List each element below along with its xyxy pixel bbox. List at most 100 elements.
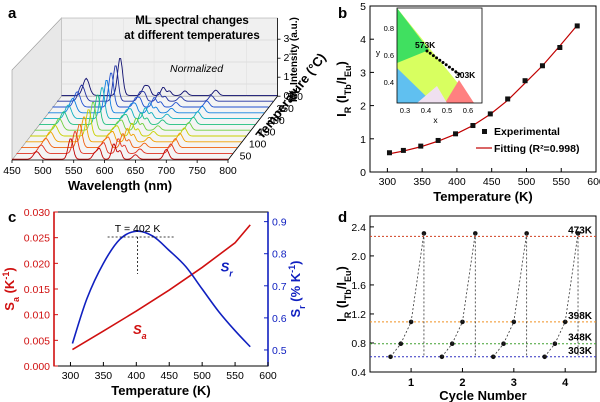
x-tick-label: 500: [518, 176, 536, 188]
x-tick-label: 550: [226, 370, 244, 382]
peak-annotation: T = 402 K: [115, 223, 161, 235]
right-y-axis-title: Sr (% K-1): [287, 260, 307, 317]
z-tick-label: 1: [284, 71, 290, 83]
x-axis-title: Cycle Number: [439, 388, 526, 402]
panel-d-cycling: 0.4 0.8 1.2 1.6 2.0 2.4 1 2 3 4 Cycle Number IR (IT…: [334, 215, 597, 402]
inset-data-point: [431, 54, 435, 58]
y-tick-label: 0: [360, 167, 366, 179]
y-tick-label: 1.6: [351, 280, 366, 292]
data-point: [505, 96, 511, 102]
x-tick-label: 300: [379, 176, 397, 188]
inset-data-point: [438, 58, 442, 62]
inset-data-point: [428, 51, 432, 55]
left-y-tick-label: 0.015: [24, 284, 50, 296]
inset-gamut-white: [417, 86, 447, 103]
y-axis-title-part-5: Eu: [343, 270, 353, 282]
y-axis-title-part-0: I: [334, 318, 349, 322]
normalized-annotation: Normalized: [170, 63, 224, 75]
left-y-axis-title-part-2: (K: [2, 279, 17, 297]
plot-frame: [369, 215, 597, 373]
inset-gamut-bg: [397, 8, 474, 103]
panel-letter-b: b: [338, 5, 347, 22]
right-y-axis-title-part-2: (% K: [288, 272, 303, 305]
data-point: [487, 111, 493, 117]
x-tick-label: 650: [127, 165, 145, 177]
y-axis-title-part-6: ): [334, 61, 349, 65]
y-axis-title-part-2: (I: [334, 95, 349, 107]
legend-marker-experimental: [482, 129, 487, 134]
z-tick-label: 0: [284, 90, 290, 102]
fit-curve: [389, 24, 578, 155]
x-tick-label: 700: [158, 165, 176, 177]
inset-data-point: [454, 70, 458, 74]
legend-label-fit: Fitting (R²=0.998): [494, 143, 579, 155]
series-sr-label-part-0: S: [221, 259, 230, 274]
cycle-connector: [503, 321, 515, 344]
left-y-axis-title: Sa (K-1): [1, 267, 21, 310]
cycle-connector: [410, 233, 425, 322]
spectrum-150C: [34, 101, 251, 131]
right-y-axis-title-part-4: ): [288, 260, 303, 264]
legend-label-experimental: Experimental: [494, 126, 560, 138]
reference-label-303K: 303K: [568, 346, 593, 357]
inset-frame: [396, 7, 483, 104]
cycle-connector: [492, 343, 504, 358]
inset-y-tick-label: 0.6: [384, 51, 394, 60]
reference-label-398K: 398K: [568, 311, 593, 322]
y-tick-label: 2.0: [351, 251, 366, 263]
right-y-tick-label: 0.5: [272, 345, 287, 357]
inset-label-high: 573K: [415, 40, 436, 50]
depth-tick-label: 50: [240, 150, 252, 162]
y-tick-label: 3: [360, 67, 366, 79]
right-y-axis-title-part-0: S: [288, 309, 303, 318]
plot-frame: [53, 211, 269, 367]
chart-title-line-1: ML spectral changes: [135, 15, 249, 27]
panel-letter-c: c: [8, 209, 16, 226]
inset-data-point: [441, 61, 445, 64]
inset-x-tick-label: 0.5: [442, 106, 452, 115]
cycle-connector: [451, 321, 463, 344]
x-tick-label: 400: [448, 176, 466, 188]
x-tick-label: 1: [408, 377, 414, 389]
left-y-tick-label: 0.010: [24, 310, 50, 322]
series-sa-line: [72, 224, 251, 351]
x-tick-label: 450: [483, 176, 501, 188]
plot-frame: [369, 5, 597, 173]
series-sr-line: [71, 230, 251, 348]
inset-data-point: [435, 56, 439, 60]
z-axis-title: ML Intensity (a.u.): [289, 17, 300, 102]
inset-cie: 573K 303K 0.3 0.4 0.5 0.6 0.4 0.6 0.8 x y: [376, 7, 483, 125]
right-y-tick-label: 0.6: [272, 313, 287, 325]
cycle-connector: [390, 343, 402, 358]
x-tick-label: 450: [160, 370, 178, 382]
left-y-tick-label: 0.005: [24, 335, 50, 347]
y-tick-label: 1.2: [351, 309, 366, 321]
cycle-connector: [544, 343, 556, 358]
inset-data-point: [444, 63, 448, 67]
x-tick-label: 2: [459, 377, 465, 389]
left-y-tick-label: 0.030: [24, 207, 50, 219]
data-point: [470, 123, 476, 129]
y-axis-title-part-1: R: [343, 106, 353, 113]
inset-data-point: [425, 49, 429, 53]
left-y-tick-label: 0.020: [24, 258, 50, 270]
left-y-tick-label: 0.000: [24, 361, 50, 373]
inset-y-title: y: [376, 48, 381, 58]
cycle-connector: [513, 233, 528, 322]
inset-x-title: x: [433, 115, 438, 125]
y-tick-label: 5: [360, 1, 366, 13]
data-point: [522, 78, 528, 84]
cycle-connector: [462, 233, 476, 322]
panel-b-ratio-vs-temperature: 300 350 400 450 500 550 600 0 1 2 3 4 5 Temperature (…: [334, 1, 600, 204]
y-axis-title: IR (ITb/IEu): [334, 61, 353, 117]
depth-tick-label: 300: [286, 91, 304, 103]
x-tick-label: 350: [95, 370, 113, 382]
y-axis-title-part-1: R: [343, 311, 353, 318]
series-sr-label-part-1: r: [229, 268, 233, 278]
right-y-axis-title-part-1: r: [297, 305, 307, 309]
right-y-axis-title-part-3: -1: [287, 265, 297, 273]
spectrum-275C: [57, 65, 273, 102]
inset-data-point: [457, 72, 461, 76]
